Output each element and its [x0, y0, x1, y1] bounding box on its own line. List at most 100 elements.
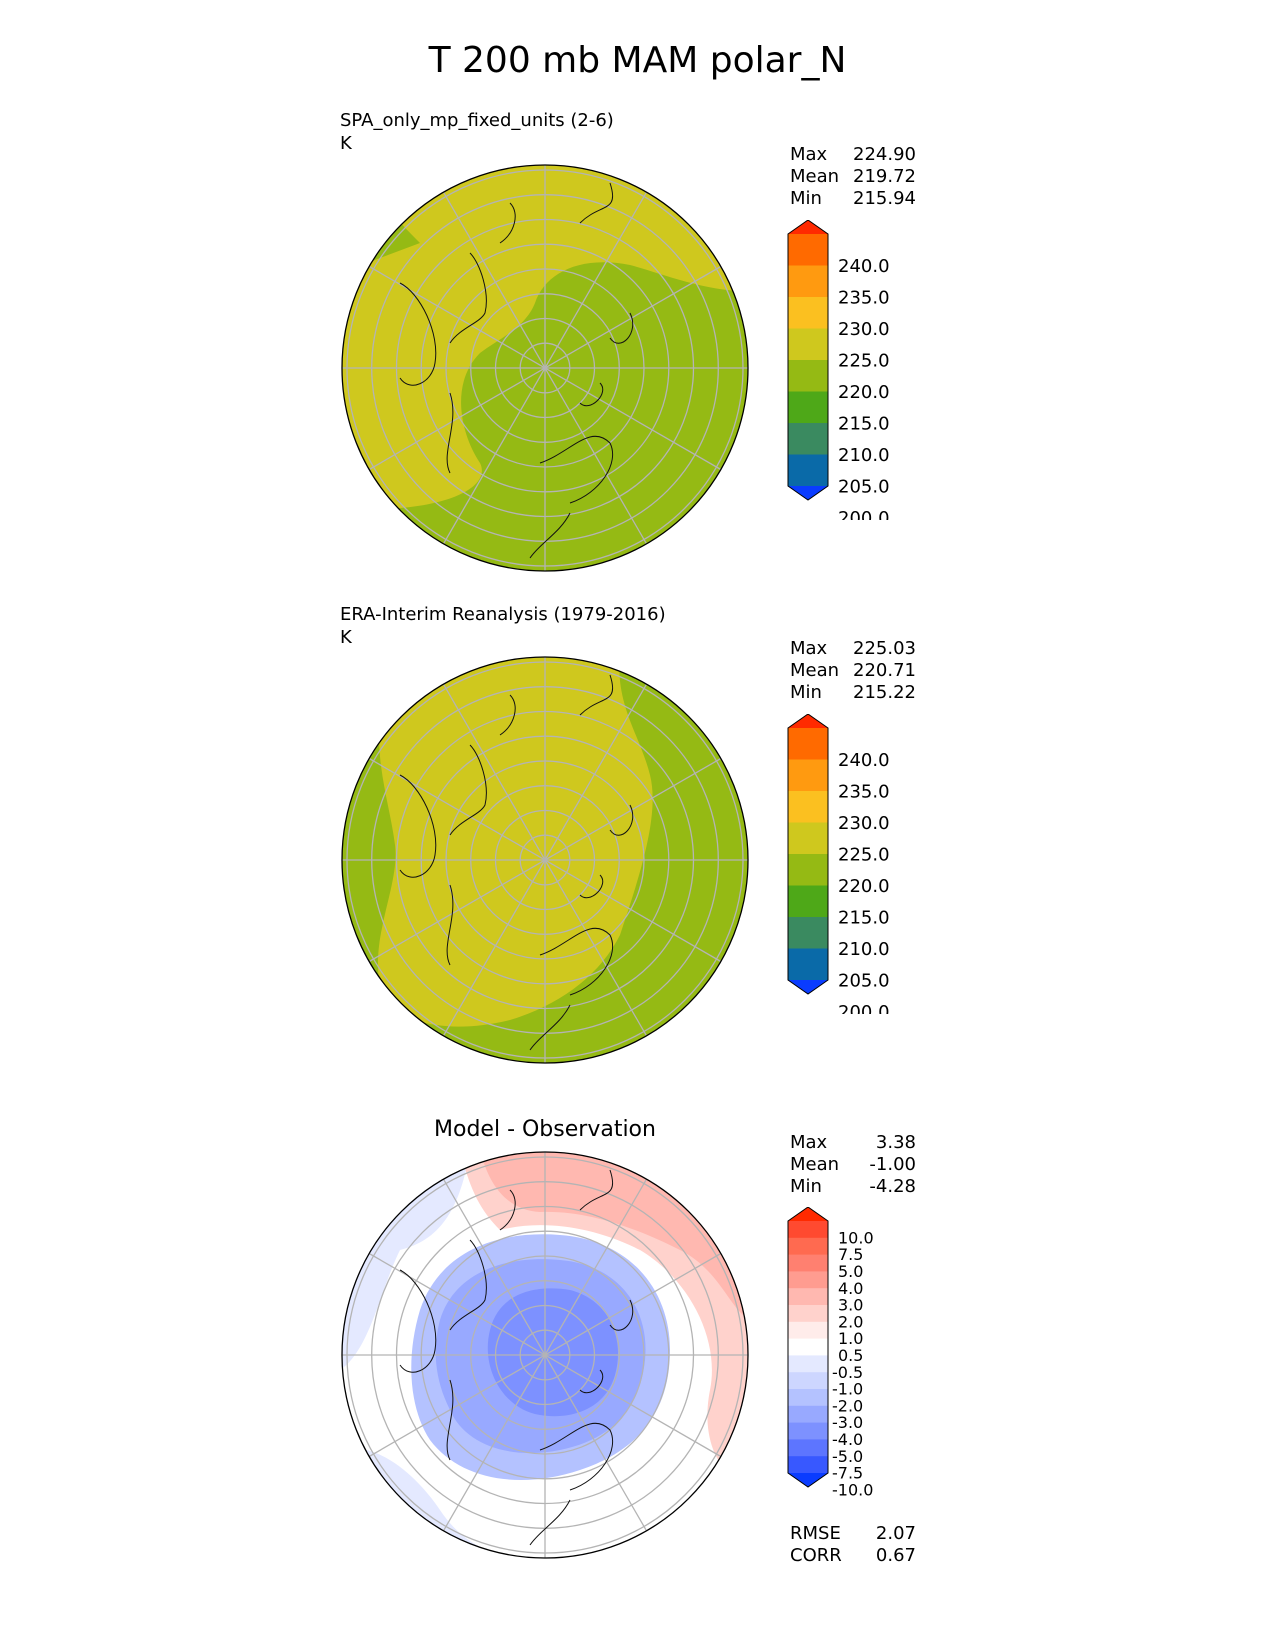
colorbar-tick-label: 210.0 [838, 445, 890, 466]
colorbar-outline [787, 1206, 829, 1488]
field-band-220-225 [342, 165, 748, 508]
colorbar-segment [788, 265, 828, 298]
colorbar-tick-label: 225.0 [838, 350, 890, 371]
panel-reference-units: K [340, 627, 352, 648]
colorbar-segment [788, 948, 828, 981]
coastlines [399, 674, 634, 1051]
colorbar-segment [788, 1439, 828, 1457]
colorbar-extend-min [788, 486, 828, 500]
colorbar-tick-label: -7.5 [832, 1464, 863, 1483]
colorbar-tick-label: -1.0 [832, 1380, 863, 1399]
colorbar-extend-min [788, 1473, 828, 1487]
colorbar-segment [788, 822, 828, 855]
field-band-neg4-neg3 [487, 1288, 618, 1417]
colorbar-tick-label: 235.0 [838, 287, 890, 308]
colorbar-outline [787, 219, 829, 501]
colorbar-segment [788, 854, 828, 887]
colorbar-segment [788, 1422, 828, 1440]
meridian-line [368, 1252, 722, 1458]
colorbar-tick-label: 215.0 [838, 907, 890, 928]
colorbar-tick-label: 1.0 [838, 1329, 863, 1348]
panel-reference-colorbar: 240.0 235.0 230.0 225.0 220.0 215.0 210.0 205.0… [780, 713, 930, 1023]
colorbar-extend-max [788, 220, 828, 234]
colorbar-segment [788, 1254, 828, 1272]
colorbar-tick-label: 3.0 [838, 1296, 863, 1315]
colorbar-tick-label: 5.0 [838, 1262, 863, 1281]
colorbar-tick-label: 205.0 [838, 970, 890, 991]
colorbar-tick-label: -10.0 [832, 1480, 873, 1499]
panel-test-stats: Max 224.90 Mean 219.72 Min 215.94 [790, 144, 916, 209]
panel-test-units: K [340, 133, 352, 154]
colorbar-tick-label: -4.0 [832, 1430, 863, 1449]
colorbar-tick-label: 240.0 [838, 256, 890, 277]
colorbar-segment [788, 1338, 828, 1356]
panel-reference-title: ERA-Interim Reanalysis (1979-2016) [340, 604, 666, 625]
colorbar-tick-label: 0.5 [838, 1346, 863, 1365]
colorbar-segment [788, 917, 828, 950]
colorbar-segment [788, 1288, 828, 1306]
colorbar-tick-label: -3.0 [832, 1413, 863, 1432]
colorbar-tick-label: 230.0 [838, 319, 890, 340]
colorbar-segment [788, 297, 828, 330]
meridian-line [368, 265, 722, 471]
colorbar-segment [788, 759, 828, 792]
colorbar-segment [788, 1389, 828, 1407]
graticule [342, 165, 748, 571]
page-title: T 200 mb MAM polar_N [428, 40, 847, 81]
meridian-line [368, 757, 722, 963]
panel-difference-map [340, 1150, 750, 1560]
colorbar-tick-label: 225.0 [838, 844, 890, 865]
colorbar-segment [788, 885, 828, 918]
graticule [342, 1152, 748, 1558]
colorbar-segment [788, 728, 828, 761]
colorbar-tick-label: 240.0 [838, 750, 890, 771]
colorbar-extend-min [788, 980, 828, 994]
colorbar-tick-label: -5.0 [832, 1447, 863, 1466]
colorbar-tick-label: -2.0 [832, 1396, 863, 1415]
colorbar-segment [788, 234, 828, 267]
colorbar-segment [788, 360, 828, 393]
colorbar-tick-label: 2.0 [838, 1312, 863, 1331]
colorbar-tick-label: 230.0 [838, 813, 890, 834]
colorbar-tick-label: 210.0 [838, 939, 890, 960]
field-band-220-225 [377, 657, 653, 1027]
coastlines [399, 182, 634, 559]
colorbar-tick-label: 7.5 [838, 1245, 863, 1264]
colorbar-segment [788, 454, 828, 487]
colorbar-tick-label: 220.0 [838, 876, 890, 897]
colorbar-segment [788, 1221, 828, 1239]
colorbar-segment [788, 1456, 828, 1474]
panel-difference-colorbar: 10.0 7.5 5.0 4.0 3.0 2.0 1.0 0.5 -0.5 -1.0 -2.0 -3.… [780, 1206, 930, 1507]
colorbar-tick-label: 235.0 [838, 781, 890, 802]
colorbar-segment [788, 1405, 828, 1424]
colorbar-segment [788, 1305, 828, 1323]
colorbar-tick-label: 4.0 [838, 1279, 863, 1298]
coastlines [399, 1169, 634, 1546]
colorbar-segment [788, 423, 828, 456]
colorbar-extend-max [788, 714, 828, 728]
panel-difference-stats: Max 3.38 Mean -1.00 Min -4.28 [790, 1132, 916, 1197]
colorbar-tick-label: -0.5 [832, 1363, 863, 1382]
colorbar-segment [788, 791, 828, 824]
colorbar-segment [788, 328, 828, 361]
colorbar-tick-label: 215.0 [838, 413, 890, 434]
panel-difference-title: Model - Observation [434, 1117, 656, 1142]
colorbar-outline [787, 713, 829, 995]
panel-difference-metrics: RMSE 2.07 CORR 0.67 [790, 1523, 916, 1566]
graticule [342, 657, 748, 1063]
colorbar-segment [788, 1321, 828, 1340]
panel-reference-stats: Max 225.03 Mean 220.71 Min 215.22 [790, 638, 916, 703]
colorbar-extend-max [788, 1207, 828, 1221]
colorbar-segment [788, 1372, 828, 1390]
colorbar-tick-label: 200.0 [838, 1002, 890, 1014]
panel-test-map [340, 163, 750, 573]
colorbar-tick-label: 205.0 [838, 476, 890, 497]
panel-reference-map [340, 655, 750, 1065]
colorbar-tick-label: 10.0 [838, 1228, 874, 1247]
colorbar-segment [788, 1355, 828, 1373]
colorbar-segment [788, 391, 828, 424]
colorbar-segment [788, 1237, 828, 1256]
colorbar-segment [788, 1271, 828, 1289]
panel-test-colorbar: 240.0 235.0 230.0 225.0 220.0 215.0 210.0 205.0… [780, 219, 930, 529]
panel-test-title: SPA_only_mp_fixed_units (2-6) [340, 110, 614, 131]
